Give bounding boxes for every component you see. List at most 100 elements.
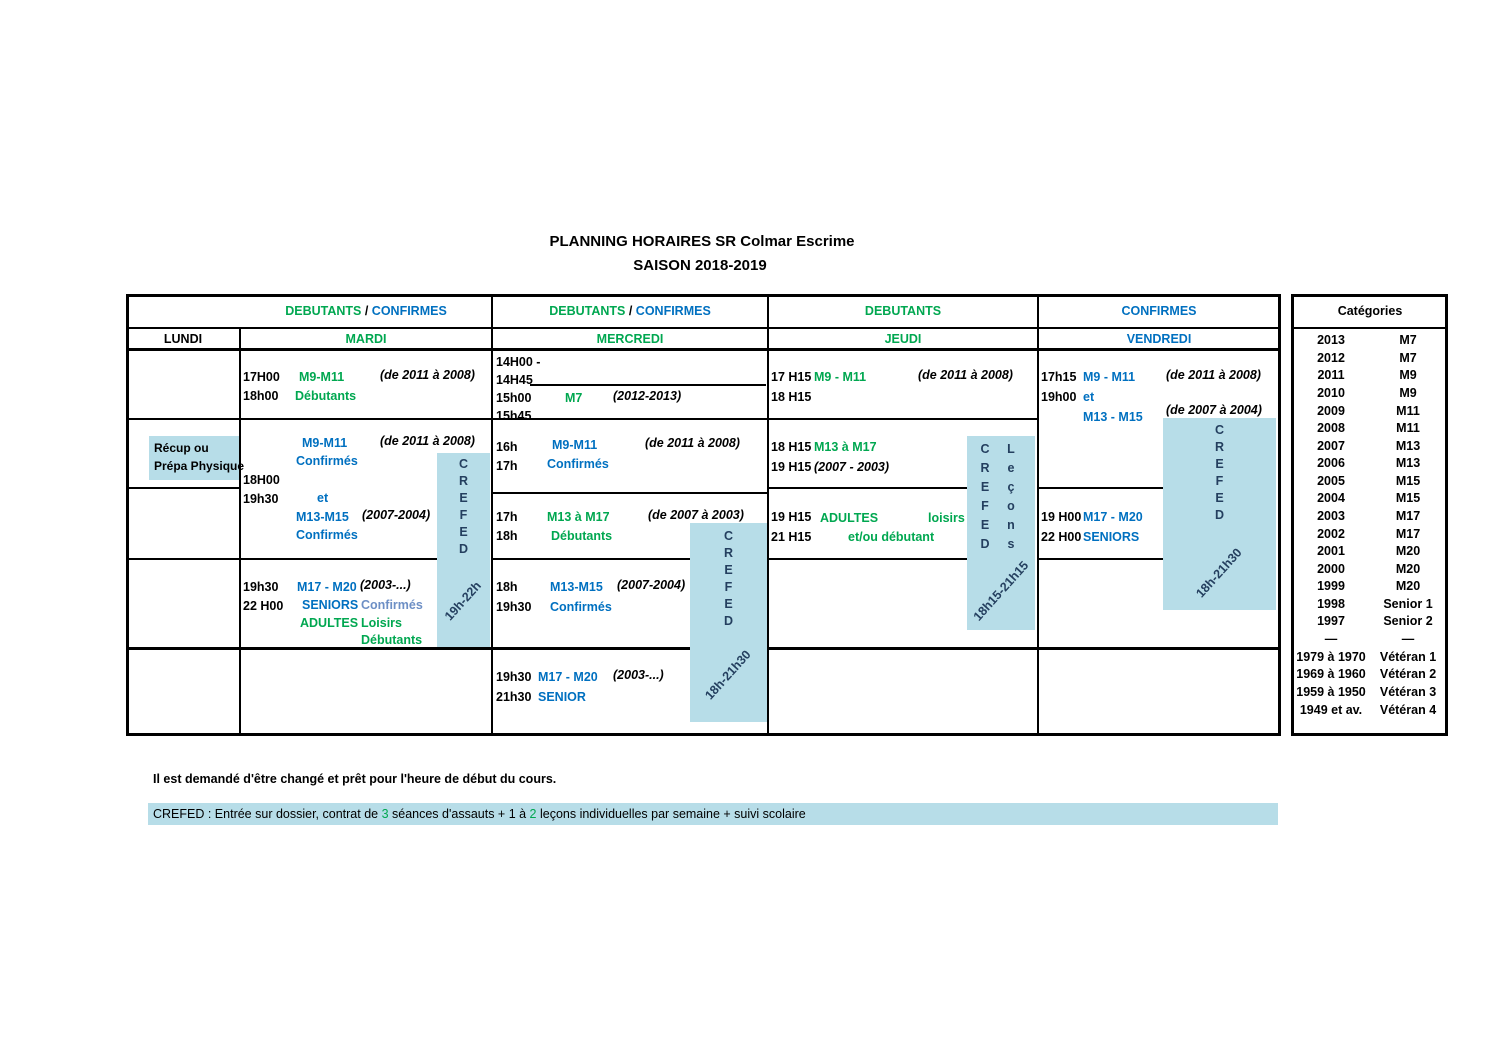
category-year: 2005	[1317, 474, 1345, 488]
group-label: M7	[565, 391, 583, 405]
crefed-letter: E	[724, 563, 733, 577]
category-name: M20	[1395, 544, 1421, 558]
crefed-letter: R	[458, 474, 469, 488]
time-label: 15h00	[496, 391, 532, 405]
category-name: Vétéran 1	[1379, 650, 1437, 664]
header-levels-vendredi: CONFIRMES	[1121, 304, 1197, 318]
crefed-letter: F	[724, 580, 733, 594]
crefed-letter: D	[458, 542, 469, 556]
dress-code-note: Il est demandé d'être changé et prêt pou…	[153, 772, 557, 786]
category-name: M20	[1395, 562, 1421, 576]
level-label: et/ou débutant	[848, 530, 935, 544]
years-note: (de 2011 à 2008)	[1166, 368, 1261, 382]
crefed-letter: R	[1214, 440, 1225, 454]
category-year: 1997	[1317, 614, 1345, 628]
lecons-letter: ç	[1007, 480, 1015, 494]
confirmes-label: CONFIRMES	[371, 304, 447, 318]
day-header-mercredi: MERCREDI	[596, 332, 664, 346]
crefed-note-number: 2	[529, 807, 537, 821]
group-label: M9 - M11	[1083, 370, 1136, 384]
category-name: M11	[1396, 404, 1420, 418]
header-levels-jeudi: DEBUTANTS	[864, 304, 942, 318]
group-label: M17 - M20	[297, 580, 357, 594]
category-name: M13	[1395, 456, 1421, 470]
grid-line-h	[127, 348, 1281, 351]
time-label: 16h	[496, 440, 518, 454]
category-year: 2007	[1317, 439, 1345, 453]
category-year: 2004	[1317, 491, 1345, 505]
crefed-note-highlight	[148, 803, 1278, 825]
crefed-note-text: leçons individuelles par semaine + suivi…	[536, 807, 806, 821]
category-name: Vétéran 3	[1379, 685, 1437, 699]
day-header-vendredi: VENDREDI	[1126, 332, 1192, 346]
group-label: SENIORS	[302, 598, 359, 612]
time-label: 22 H00	[243, 599, 284, 613]
crefed-letters-vendredi: C R E F E D	[1163, 422, 1276, 524]
years-note: (2003-...)	[360, 578, 411, 592]
years-note: (de 2011 à 2008)	[918, 368, 1013, 382]
category-year: 1969 à 1960	[1296, 667, 1366, 681]
group-label: M9 - M11	[814, 370, 867, 384]
time-label: 14H45	[496, 373, 533, 387]
grid-line-v	[1291, 294, 1294, 736]
years-note: (de 2011 à 2008)	[380, 434, 475, 448]
category-year: 2009	[1317, 404, 1345, 418]
group-label: M17 - M20	[538, 670, 598, 684]
level-label: Loisirs	[361, 616, 402, 630]
category-name: M7	[1399, 351, 1417, 365]
crefed-letter: C	[458, 457, 469, 471]
time-label: 19 H15	[771, 460, 812, 474]
grid-line-h	[1292, 327, 1448, 329]
time-label: 17h	[496, 510, 518, 524]
years-note: (de 2007 à 2004)	[1166, 403, 1262, 417]
time-label: 15h45	[496, 409, 532, 423]
time-label: 17h15	[1041, 370, 1077, 384]
group-label: M13 à M17	[547, 510, 610, 524]
category-year: —	[1324, 632, 1338, 646]
time-label: 19 H00	[1041, 510, 1082, 524]
time-label: 19h30	[496, 600, 532, 614]
category-year: 2013	[1317, 333, 1345, 347]
recup-line1: Récup ou	[154, 441, 209, 455]
conjunction-label: et	[1083, 390, 1095, 404]
level-label: SENIORS	[1083, 530, 1140, 544]
group-label: ADULTES	[820, 511, 879, 525]
lecons-letter: s	[1007, 537, 1015, 551]
level-label: Débutants	[295, 389, 357, 403]
lecons-letters-jeudi: L e ç o n s	[998, 440, 1024, 554]
confirmes-label: CONFIRMES	[635, 304, 711, 318]
category-year: 2010	[1317, 386, 1345, 400]
grid-line-v	[1445, 294, 1448, 736]
time-label: 19h30	[496, 670, 532, 684]
category-year: 1998	[1317, 597, 1345, 611]
crefed-letter: R	[723, 546, 734, 560]
time-label: 18 H15	[771, 390, 812, 404]
time-label: 18 H15	[771, 440, 812, 454]
group-label: M13 à M17	[814, 440, 877, 454]
group-label: M9-M11	[552, 438, 598, 452]
crefed-letter: D	[980, 537, 990, 551]
category-name: M15	[1395, 491, 1421, 505]
crefed-letters-mardi: C R E F E D	[437, 456, 490, 558]
level-label: Confirmés	[550, 600, 612, 614]
grid-line-h	[1292, 294, 1448, 297]
grid-line-h	[1038, 558, 1163, 560]
crefed-box-vendredi	[1163, 418, 1276, 610]
group-label: M13-M15	[550, 580, 603, 594]
header-levels-mercredi: DEBUTANTS / CONFIRMES	[549, 304, 711, 319]
time-label: 18h	[496, 529, 518, 543]
grid-line-v	[126, 294, 129, 736]
grid-line-h	[1038, 487, 1163, 489]
category-year: 2000	[1317, 562, 1345, 576]
time-label: 19h30	[243, 580, 279, 594]
grid-line-v	[1278, 294, 1281, 736]
grid-line-v	[1037, 294, 1039, 736]
crefed-letter: E	[459, 491, 468, 505]
years-note: (2003-...)	[613, 668, 664, 682]
category-name: M9	[1399, 386, 1417, 400]
level-label: SENIOR	[538, 690, 586, 704]
grid-line-v	[239, 327, 241, 735]
category-name: M7	[1399, 333, 1417, 347]
crefed-letter: E	[980, 480, 990, 494]
